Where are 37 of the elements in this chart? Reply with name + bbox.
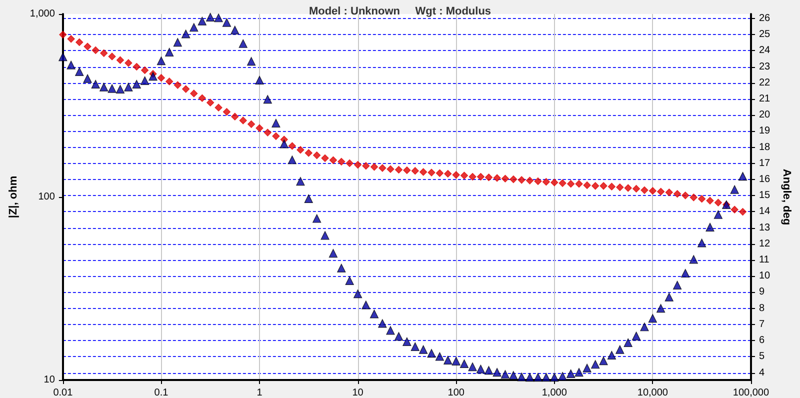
x-tick-label: 10	[352, 388, 364, 398]
y-tick-label: 10	[44, 374, 56, 386]
y-tick-label: 1,000	[30, 8, 56, 20]
y2-tick-label: 20	[758, 110, 771, 121]
y2-tick-label: 13	[758, 222, 771, 234]
y2-tick-label: 12	[758, 238, 771, 250]
y2-tick-label: 19	[758, 126, 771, 137]
x-tick-label: 1,000	[542, 388, 568, 398]
y2-tick-label: 4	[758, 367, 765, 378]
y2-tick-label: 9	[758, 286, 765, 298]
y2-tick-label: 26	[758, 13, 771, 24]
y2-tick-label: 11	[758, 254, 770, 266]
y2-tick-label: 10	[758, 270, 771, 282]
y2-tick-label: 5	[758, 351, 765, 362]
y2-tick-label: 22	[758, 77, 771, 88]
y2-axis-title: Angle, deg	[780, 168, 792, 226]
y2-tick-label: 15	[758, 190, 771, 202]
y2-tick-label: 24	[758, 45, 771, 56]
y2-tick-label: 23	[758, 61, 771, 72]
y2-tick-label: 6	[758, 335, 765, 346]
x-tick-label: 100	[448, 388, 465, 398]
y2-tick-label: 14	[758, 206, 771, 218]
x-tick-label: 0.01	[53, 388, 74, 398]
y2-tick-label: 25	[758, 29, 771, 40]
y2-tick-label: 8	[758, 302, 765, 314]
y2-tick-label: 21	[758, 94, 771, 105]
y-axis-title: |Z|, ohm	[8, 176, 20, 218]
x-tick-label: 0.1	[154, 388, 169, 398]
y2-tick-label: 18	[758, 142, 771, 153]
y2-tick-label: 7	[758, 318, 765, 330]
y-tick-label: 100	[38, 192, 56, 202]
chart-title: Model : Unknown Wgt : Modulus	[308, 6, 492, 18]
x-tick-label: 100,000	[732, 388, 770, 398]
y2-tick-label: 17	[758, 158, 771, 169]
y2-tick-label: 16	[758, 174, 771, 186]
x-tick-label: 10,000	[637, 388, 668, 398]
x-tick-label: 1	[256, 388, 263, 398]
